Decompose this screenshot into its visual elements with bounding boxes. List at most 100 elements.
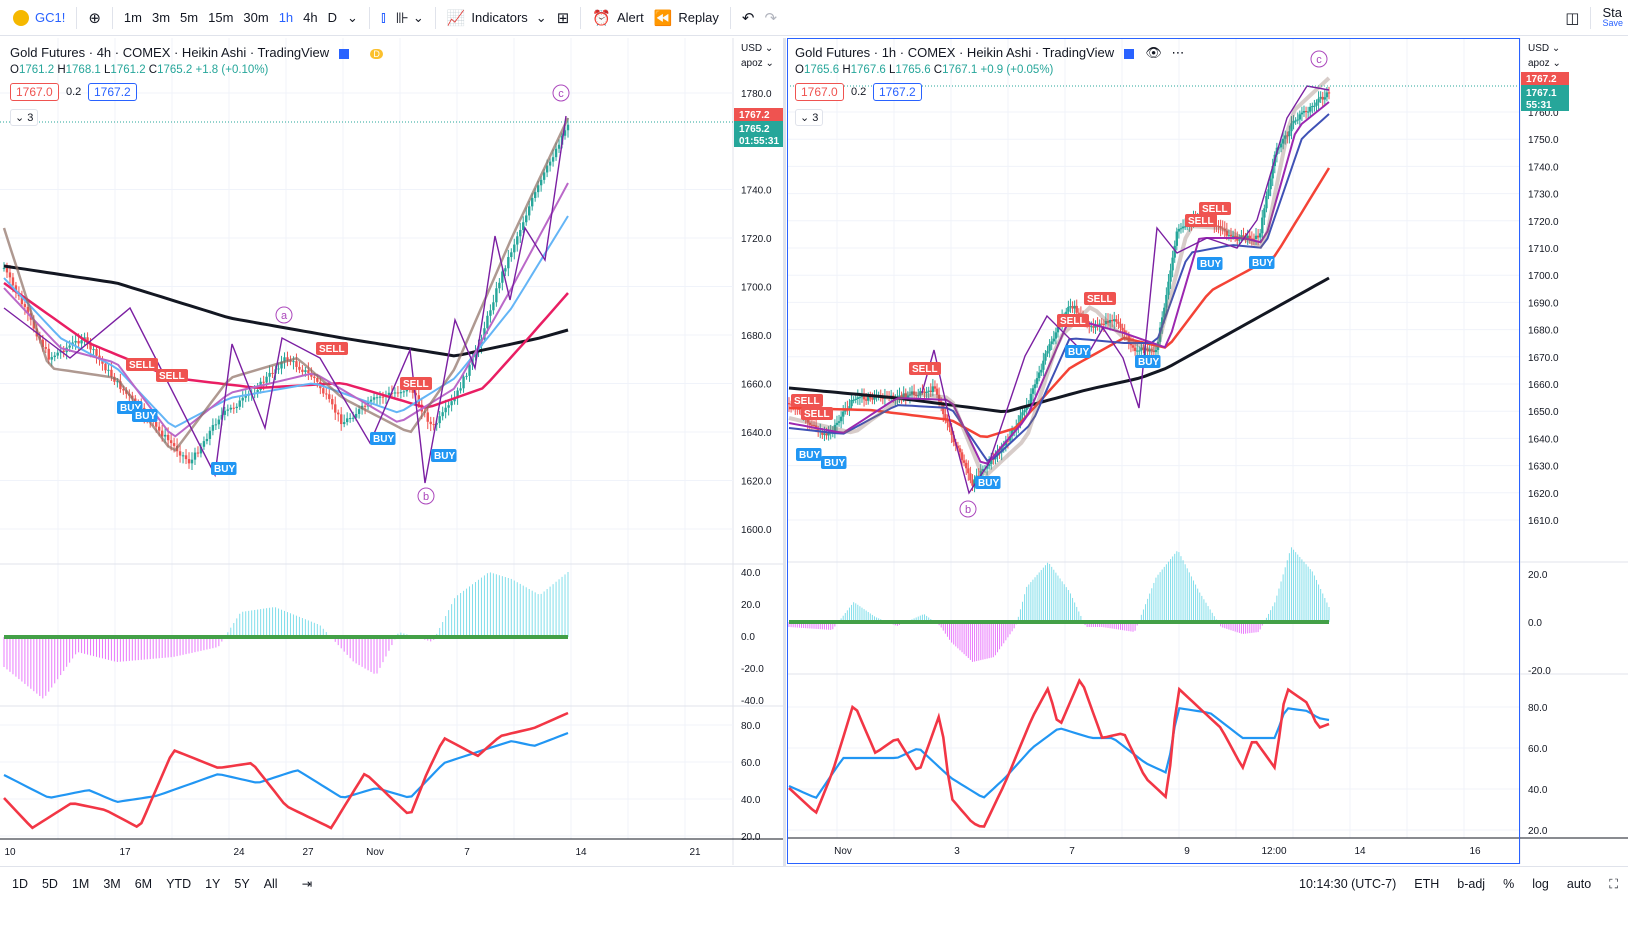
- percent-toggle[interactable]: %: [1503, 877, 1515, 891]
- right-chart-title[interactable]: Gold Futures · 1h · COMEX · Heikin Ashi …: [795, 45, 1185, 61]
- replay-button[interactable]: ⏪ Replay: [649, 4, 724, 32]
- alert-button[interactable]: ⏰ Alert: [587, 4, 648, 32]
- right-buy-price-box[interactable]: 1767.2: [873, 83, 922, 101]
- candle-body: [1033, 384, 1037, 389]
- range-1m[interactable]: 1M: [71, 876, 90, 891]
- candle-body: [340, 414, 343, 425]
- interval-1m[interactable]: 1m: [123, 10, 142, 25]
- candle-body: [107, 369, 110, 371]
- buy-signal-tag: [431, 449, 457, 462]
- candle-body: [927, 390, 930, 392]
- candle-body: [1290, 123, 1293, 132]
- buy-signal-label: BUY: [120, 403, 141, 414]
- candle-body: [447, 405, 450, 408]
- price-tick-label: 1670.0: [1528, 353, 1559, 364]
- symbol-search[interactable]: GC1!: [8, 4, 70, 32]
- left-collapse-indicators[interactable]: ⌄ 3: [10, 109, 39, 126]
- session-toggle[interactable]: ETH: [1414, 877, 1440, 891]
- interval-5m[interactable]: 5m: [180, 10, 199, 25]
- candle-body: [62, 350, 65, 353]
- candle-body: [1150, 349, 1153, 351]
- osc-tick-label: 20.0: [1528, 570, 1548, 581]
- redo-button[interactable]: ↷: [759, 4, 782, 32]
- candle-body: [1021, 412, 1024, 416]
- bar-style-button[interactable]: ⫾: [376, 4, 391, 32]
- more-icon[interactable]: ⋯: [1171, 45, 1185, 60]
- interval-4h[interactable]: 4h: [303, 10, 318, 25]
- candle-body: [501, 271, 504, 283]
- adjustment-toggle[interactable]: b-adj: [1457, 877, 1486, 891]
- range-6m[interactable]: 6M: [134, 876, 153, 891]
- candle-style-button[interactable]: ⊪ ⌄: [391, 4, 429, 32]
- right-collapse-indicators[interactable]: ⌄ 3: [795, 109, 824, 126]
- candle-body: [516, 236, 519, 245]
- interval-30m[interactable]: 30m: [243, 10, 269, 25]
- candle-body: [1294, 120, 1297, 122]
- candle-body: [498, 282, 501, 289]
- range-ytd[interactable]: YTD: [166, 876, 192, 891]
- eye-icon[interactable]: 👁: [1145, 45, 1162, 60]
- log-toggle[interactable]: log: [1532, 877, 1549, 891]
- flag-icon[interactable]: [1123, 48, 1134, 59]
- candle-body: [1108, 319, 1112, 323]
- interval-1h[interactable]: 1h: [278, 10, 294, 25]
- right-sell-price-box[interactable]: 1767.0: [795, 83, 844, 101]
- candle-body: [169, 440, 173, 444]
- price-tick-label: 1660.0: [741, 380, 772, 391]
- candle-body: [1048, 344, 1051, 351]
- redo-icon: ↷: [764, 9, 778, 27]
- left-chart-title[interactable]: Gold Futures · 4h · COMEX · Heikin Ashi …: [10, 45, 383, 60]
- goto-date-icon[interactable]: ⇥: [301, 877, 313, 891]
- interval-dropdown[interactable]: ⌄: [342, 4, 363, 32]
- buy-signal-label: BUY: [434, 451, 455, 462]
- sell-signal-tag: [126, 358, 158, 371]
- left-spread: 0.2: [66, 86, 82, 98]
- fullscreen-icon[interactable]: ⛶: [1609, 876, 1618, 891]
- collapse-count: 3: [27, 112, 34, 124]
- candle-body: [1248, 235, 1251, 239]
- range-5y[interactable]: 5Y: [234, 876, 250, 891]
- candle-body: [533, 192, 537, 198]
- clock-time[interactable]: 10:14:30 (UTC-7): [1299, 877, 1397, 891]
- candle-body: [1246, 235, 1249, 240]
- ma-purple: [788, 101, 1330, 465]
- candle-body: [307, 370, 310, 373]
- interval-15m[interactable]: 15m: [208, 10, 234, 25]
- buy-signal-label: BUY: [214, 464, 235, 475]
- candle-body: [900, 395, 903, 398]
- candle-body: [810, 424, 814, 426]
- save-area[interactable]: Sta Save: [1597, 4, 1628, 32]
- flag-icon[interactable]: [338, 48, 349, 59]
- candle-body: [235, 406, 238, 409]
- left-chart-canvas[interactable]: USD ⌄apoz ⌄1780.01740.01720.01700.01680.…: [0, 38, 786, 866]
- range-1d[interactable]: 1D: [12, 876, 28, 891]
- candle-body: [1025, 405, 1028, 411]
- compare-button[interactable]: ⊕: [83, 4, 106, 32]
- osc-tick-label: 20.0: [741, 600, 761, 611]
- candle-body: [837, 421, 841, 423]
- ohlc-high: 1767.6: [850, 64, 886, 76]
- auto-toggle[interactable]: auto: [1566, 877, 1592, 891]
- price-tick-label: 1630.0: [1528, 462, 1559, 473]
- left-buy-price-box[interactable]: 1767.2: [88, 83, 137, 101]
- right-chart-pane[interactable]: USD ⌄ apoz ⌄ 1760.0 1750.0 1740.0 1730.0 1720.…: [787, 38, 1628, 866]
- range-5d[interactable]: 5D: [41, 876, 58, 891]
- layout-button[interactable]: ◫: [1560, 4, 1584, 32]
- interval-3m[interactable]: 3m: [151, 10, 171, 25]
- left-sell-price-box[interactable]: 1767.0: [10, 83, 59, 101]
- indicators-button[interactable]: 📈 Indicators ⌄: [442, 4, 552, 32]
- sell-signal-label: SELL: [794, 396, 820, 407]
- range-3m[interactable]: 3M: [103, 876, 121, 891]
- range-1y[interactable]: 1Y: [205, 876, 221, 891]
- buy-signal-label: BUY: [978, 478, 999, 489]
- candle-body: [86, 337, 89, 343]
- interval-d[interactable]: D: [327, 10, 338, 25]
- templates-button[interactable]: ⊞: [552, 4, 575, 32]
- pane-divider[interactable]: [783, 38, 786, 866]
- undo-button[interactable]: ↶: [737, 4, 760, 32]
- left-chart-pane[interactable]: USD ⌄ apoz ⌄ 1780.0 1740.0 1720.0 1700.0 1680.…: [0, 38, 786, 866]
- sell-signal-tag: [909, 362, 941, 375]
- right-chart-canvas[interactable]: USD ⌄ apoz ⌄ 1760.0 1750.0 1740.0 1730.0 1720.…: [787, 38, 1628, 866]
- range-all[interactable]: All: [263, 876, 278, 891]
- buy-signal-tag: [821, 456, 847, 469]
